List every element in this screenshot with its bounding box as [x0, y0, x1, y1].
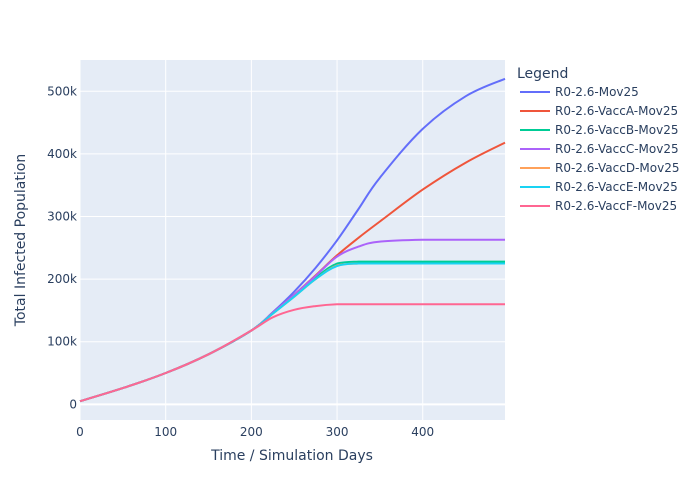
y-axis-title: Total Infected Population [13, 154, 29, 327]
legend-entry: R0-2.6-VaccE-Mov25 [555, 180, 678, 194]
x-tick-label: 100 [154, 425, 177, 439]
y-tick-label: 300k [47, 210, 77, 224]
x-tick-label: 200 [240, 425, 263, 439]
y-axis-ticks: 0 100k 200k 300k 400k 500k [47, 84, 77, 411]
legend-items: R0-2.6-Mov25 R0-2.6-VaccA-Mov25 R0-2.6-Vac… [520, 85, 679, 213]
x-tick-label: 300 [326, 425, 349, 439]
legend-entry: R0-2.6-VaccF-Mov25 [555, 199, 677, 213]
x-axis-title: Time / Simulation Days [210, 448, 373, 464]
legend-title: Legend [517, 66, 568, 82]
gridlines [79, 60, 505, 420]
y-tick-label: 400k [47, 147, 77, 161]
legend-entry: R0-2.6-VaccA-Mov25 [555, 104, 678, 118]
series-line-6 [79, 303, 505, 403]
legend-entry: R0-2.6-VaccD-Mov25 [555, 161, 679, 175]
y-tick-label: 500k [47, 84, 77, 98]
x-axis-ticks: 0 100 200 300 400 [76, 425, 434, 439]
x-tick-label: 0 [76, 425, 84, 439]
x-tick-label: 400 [411, 425, 434, 439]
legend-entry: R0-2.6-Mov25 [555, 85, 639, 99]
y-tick-label: 100k [47, 335, 77, 349]
legend-entry: R0-2.6-VaccB-Mov25 [555, 123, 678, 137]
legend-entry: R0-2.6-VaccC-Mov25 [555, 142, 679, 156]
legend: Legend R0-2.6-Mov25R0-2.6-VaccA-Mov25R0-… [517, 66, 679, 213]
y-tick-label: 0 [69, 397, 77, 411]
series-lines [79, 77, 506, 403]
y-tick-label: 200k [47, 272, 77, 286]
